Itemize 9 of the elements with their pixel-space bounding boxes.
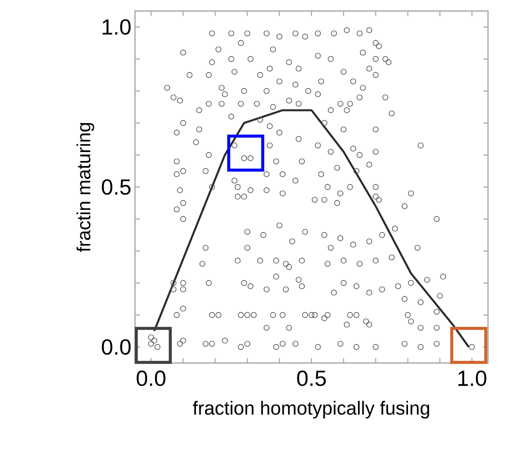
y-tick-label: 0.5 xyxy=(102,179,131,195)
y-tick-label: 1.0 xyxy=(102,19,131,35)
line-series xyxy=(153,109,470,348)
x-axis-title: fraction homotypically fusing xyxy=(192,400,430,419)
x-tick-label: 0.0 xyxy=(136,370,166,386)
y-tick-label: 0.0 xyxy=(102,339,131,355)
y-axis-title: fractin maturing xyxy=(76,123,94,252)
x-tick-label: 1.0 xyxy=(458,370,486,386)
x-tick-label: 0.5 xyxy=(297,370,326,386)
